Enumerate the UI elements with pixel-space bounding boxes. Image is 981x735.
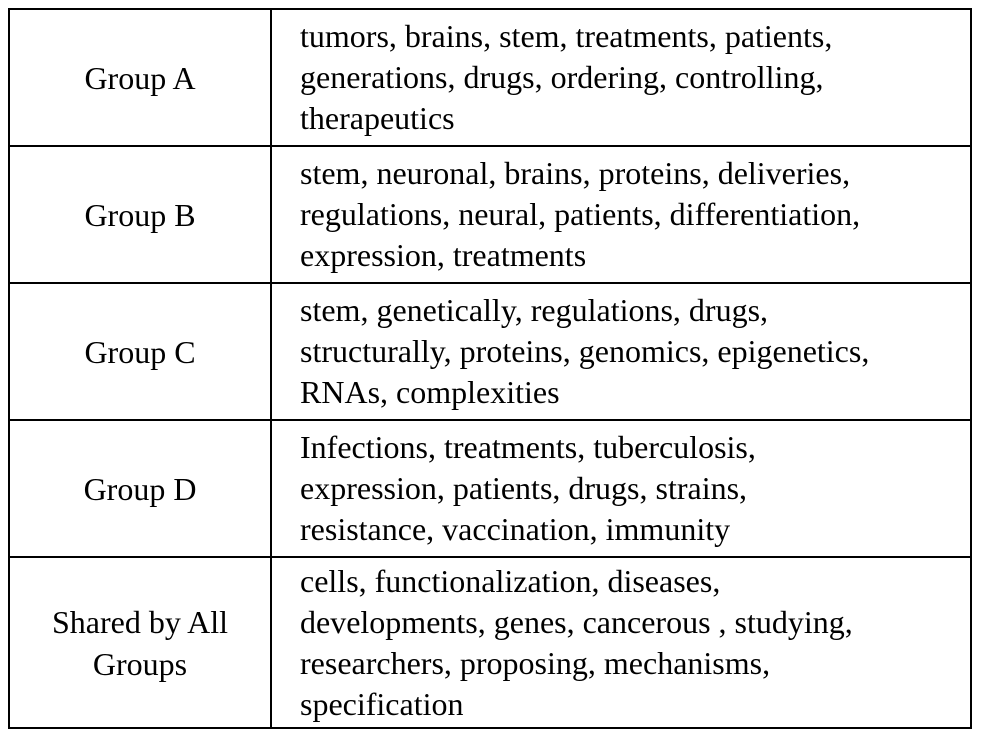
terms-line: stem, neuronal, brains, proteins, delive… [300,155,851,191]
table-row-shared: Shared by All Groups cells, functionaliz… [8,556,972,729]
terms-line: regulations, neural, patients, different… [300,196,861,232]
group-label-cell: Group D [8,419,272,558]
table-row-group-a: Group A tumors, brains, stem, treatments… [8,8,972,147]
terms-cell: cells, functionalization, diseases, deve… [270,556,972,729]
terms-line: specification [300,685,464,722]
terms-cell: Infections, treatments, tuberculosis, ex… [270,419,972,558]
terms-line: generations, drugs, ordering, controllin… [300,59,824,95]
group-label: Group D [83,470,197,507]
table-row-group-c: Group C stem, genetically, regulations, … [8,282,972,421]
table-row-group-b: Group B stem, neuronal, brains, proteins… [8,145,972,284]
terms-line: structurally, proteins, genomics, epigen… [300,333,870,369]
terms-line: cells, functionalization, diseases, [300,562,721,599]
group-label-cell: Group A [8,8,272,147]
terms-line: therapeutics [300,100,455,136]
group-label-cell: Group C [8,282,272,421]
terms-line: expression, patients, drugs, strains, [300,470,748,506]
group-label-cell: Group B [8,145,272,284]
terms-line: tumors, brains, stem, treatments, patien… [300,18,833,54]
group-label: Group C [84,333,196,370]
group-terms-table-container: Group A tumors, brains, stem, treatments… [8,8,972,729]
terms-cell: tumors, brains, stem, treatments, patien… [270,8,972,147]
terms-cell: stem, neuronal, brains, proteins, delive… [270,145,972,284]
terms-line: Infections, treatments, tuberculosis, [300,429,756,465]
group-label: Groups [92,645,188,682]
terms-cell: stem, genetically, regulations, drugs, s… [270,282,972,421]
table-row-group-d: Group D Infections, treatments, tubercul… [8,419,972,558]
group-label: Group A [84,59,196,96]
group-terms-table: Group A tumors, brains, stem, treatments… [8,8,972,729]
terms-line: developments, genes, cancerous , studyin… [300,603,853,640]
terms-line: expression, treatments [300,237,587,273]
terms-line: resistance, vaccination, immunity [300,511,731,547]
group-label: Shared by All [52,603,228,640]
terms-line: stem, genetically, regulations, drugs, [300,292,769,328]
terms-line: RNAs, complexities [300,374,560,410]
group-label-cell: Shared by All Groups [8,556,272,729]
group-label: Group B [84,196,196,233]
terms-line: researchers, proposing, mechanisms, [300,644,771,681]
